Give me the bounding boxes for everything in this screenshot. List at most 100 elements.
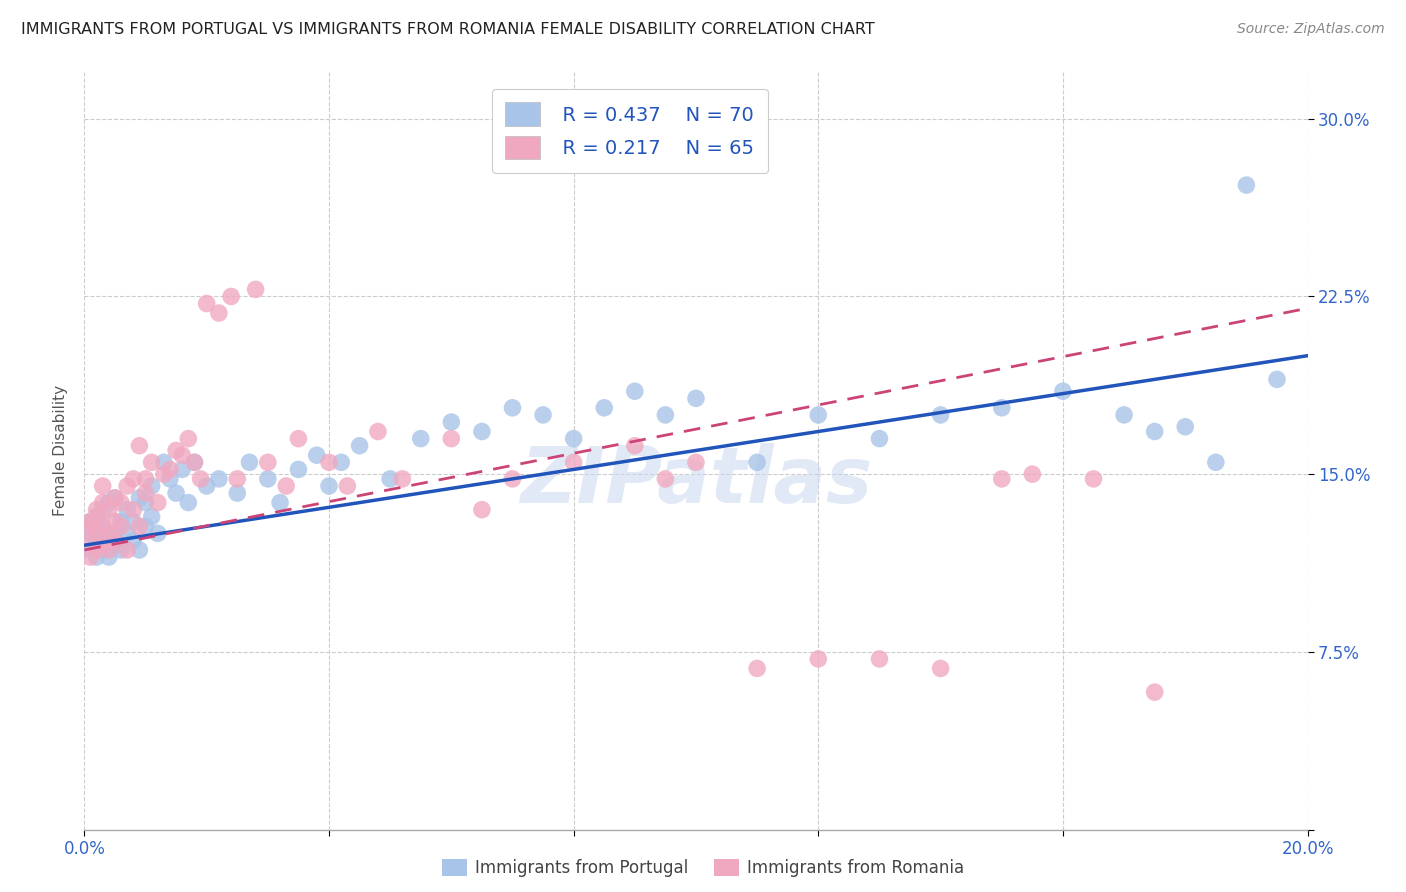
Point [97, 543, 120, 558]
Point [79, 526, 101, 541]
Point [79, 550, 101, 565]
Point [79, 519, 101, 533]
Point [1143, 685, 1166, 699]
Point [86, 550, 108, 565]
Point [110, 515, 132, 529]
Point [1174, 419, 1197, 434]
Point [226, 472, 249, 486]
Point [104, 526, 127, 541]
Point [110, 519, 132, 533]
Point [104, 533, 127, 548]
Point [654, 472, 676, 486]
Point [86, 519, 108, 533]
Point [153, 467, 176, 482]
Legend:   R = 0.437    N = 70,   R = 0.217    N = 65: R = 0.437 N = 70, R = 0.217 N = 65 [492, 88, 768, 173]
Point [807, 652, 830, 666]
Point [86, 543, 108, 558]
Point [122, 533, 145, 548]
Point [91, 519, 114, 533]
Point [91, 526, 114, 541]
Point [562, 455, 585, 469]
Point [79, 533, 101, 548]
Point [1205, 455, 1227, 469]
Point [146, 526, 169, 541]
Point [287, 432, 309, 446]
Point [79, 515, 101, 529]
Point [97, 495, 120, 509]
Point [208, 306, 231, 320]
Point [195, 479, 218, 493]
Point [471, 502, 494, 516]
Point [734, 107, 756, 121]
Point [226, 486, 249, 500]
Legend: Immigrants from Portugal, Immigrants from Romania: Immigrants from Portugal, Immigrants fro… [436, 852, 970, 884]
Point [269, 495, 291, 509]
Point [624, 384, 647, 399]
Point [276, 479, 298, 493]
Point [159, 462, 181, 476]
Point [172, 448, 194, 462]
Point [135, 519, 157, 533]
Point [1236, 178, 1258, 193]
Point [1083, 472, 1105, 486]
Point [91, 519, 114, 533]
Point [110, 495, 132, 509]
Point [104, 515, 127, 529]
Point [257, 472, 280, 486]
Point [245, 282, 267, 296]
Point [141, 455, 163, 469]
Point [305, 448, 328, 462]
Point [86, 509, 108, 524]
Point [685, 455, 707, 469]
Y-axis label: Female Disability: Female Disability [53, 384, 69, 516]
Point [141, 509, 163, 524]
Point [531, 408, 554, 422]
Point [104, 538, 127, 552]
Point [685, 392, 707, 406]
Point [104, 491, 127, 505]
Point [593, 401, 616, 415]
Point [97, 533, 120, 548]
Point [195, 296, 218, 310]
Point [104, 491, 127, 505]
Point [747, 455, 769, 469]
Point [391, 472, 413, 486]
Point [79, 543, 101, 558]
Point [336, 479, 359, 493]
Point [219, 289, 242, 303]
Point [654, 408, 676, 422]
Point [146, 495, 169, 509]
Point [869, 652, 891, 666]
Point [177, 495, 200, 509]
Point [86, 526, 108, 541]
Point [869, 432, 891, 446]
Point [122, 515, 145, 529]
Point [159, 472, 181, 486]
Point [91, 502, 114, 516]
Point [115, 479, 138, 493]
Point [122, 472, 145, 486]
Point [440, 432, 463, 446]
Point [238, 455, 260, 469]
Point [318, 479, 340, 493]
Point [1114, 408, 1136, 422]
Point [97, 550, 120, 565]
Point [287, 462, 309, 476]
Point [929, 408, 952, 422]
Point [991, 472, 1014, 486]
Point [929, 661, 952, 675]
Point [330, 455, 353, 469]
Point [135, 495, 157, 509]
Point [86, 509, 108, 524]
Point [115, 502, 138, 516]
Point [91, 543, 114, 558]
Point [177, 432, 200, 446]
Point [135, 486, 157, 500]
Point [135, 472, 157, 486]
Point [991, 401, 1014, 415]
Point [208, 472, 231, 486]
Point [172, 462, 194, 476]
Point [110, 543, 132, 558]
Point [747, 661, 769, 675]
Point [807, 408, 830, 422]
